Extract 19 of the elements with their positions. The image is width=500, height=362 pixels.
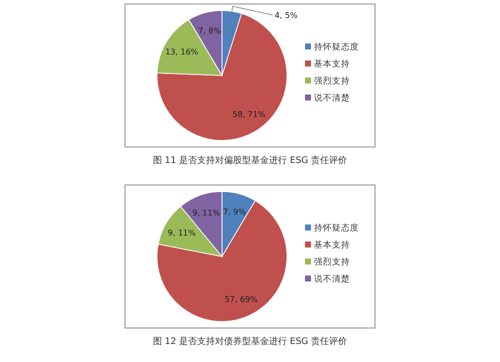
data-label: 58, 71% bbox=[232, 110, 266, 119]
data-label: 9, 11% bbox=[192, 208, 221, 218]
legend-label: 说不清楚 bbox=[314, 92, 350, 104]
legend-label: 基本支持 bbox=[314, 58, 350, 70]
data-label: 9, 11% bbox=[168, 228, 196, 238]
pie-slice bbox=[156, 13, 288, 141]
legend-label: 强烈支持 bbox=[314, 256, 350, 268]
legend-label: 强烈支持 bbox=[314, 76, 350, 86]
legend-label: 说不清楚 bbox=[314, 274, 350, 284]
text: 图 12 是否支持对债券型基金进行 ESG 责任评价 bbox=[152, 336, 348, 347]
data-label: 4, 5% bbox=[274, 11, 298, 20]
text: 图 11 是否支持对偏股型基金进行 ESG 责任评价 bbox=[152, 155, 348, 166]
data-label: 57, 69% bbox=[224, 295, 258, 304]
legend-label: 持怀疑态度 bbox=[314, 42, 359, 52]
legend-label: 持怀疑态度 bbox=[314, 222, 359, 234]
data-label: 7, 9% bbox=[222, 207, 246, 216]
legend-label: 基本支持 bbox=[314, 240, 350, 250]
data-label: 13, 16% bbox=[165, 48, 199, 57]
data-label: 7, 8% bbox=[198, 26, 222, 36]
